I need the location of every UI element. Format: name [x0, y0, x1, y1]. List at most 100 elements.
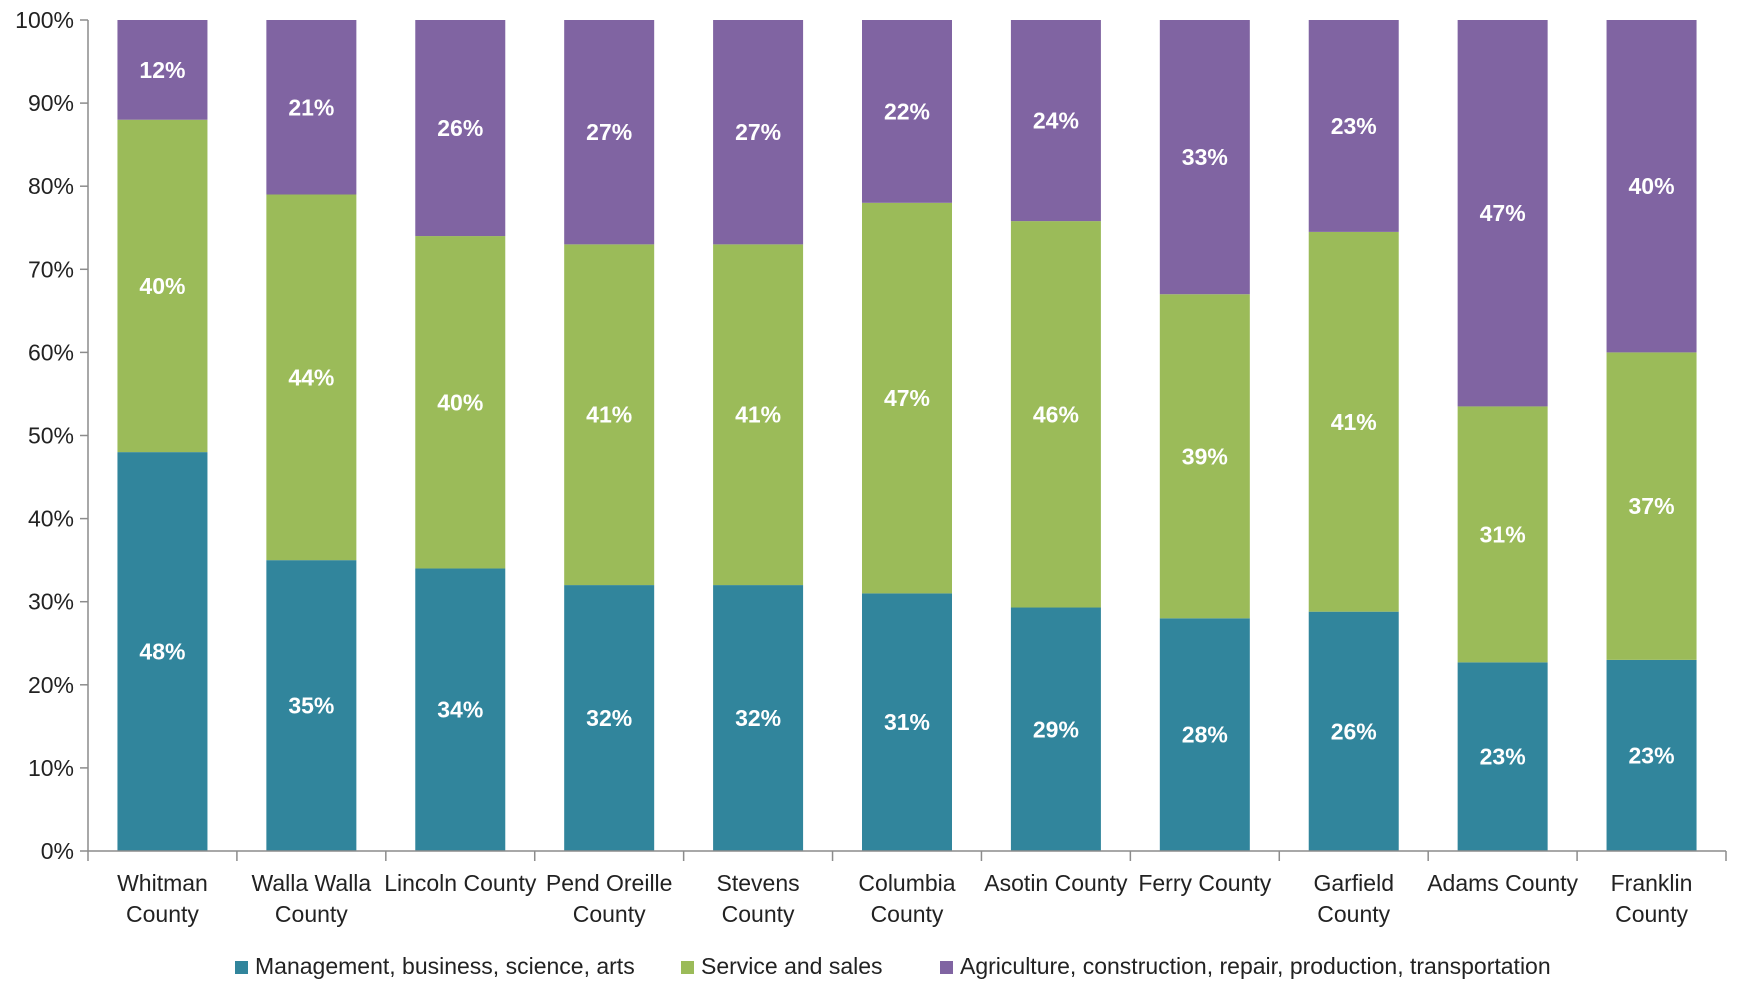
bar-segment [862, 202, 952, 594]
data-label: 31% [1480, 521, 1526, 547]
bar-segment [862, 593, 952, 851]
bar-segment [266, 194, 357, 561]
data-label: 37% [1629, 493, 1675, 519]
y-tick-label: 100% [15, 7, 74, 33]
data-label: 26% [1331, 718, 1377, 744]
bar-segment [564, 244, 655, 586]
y-tick-label: 40% [28, 506, 74, 532]
y-tick-label: 60% [28, 339, 74, 365]
legend-item: Management, business, science, arts [235, 953, 635, 979]
x-category-label: Whitman County [117, 870, 208, 927]
data-label: 23% [1480, 744, 1526, 770]
x-category-label: Pend Oreille County [546, 870, 673, 927]
data-label: 41% [735, 402, 781, 428]
bar-segment [1457, 20, 1548, 407]
bar-segment [1010, 20, 1101, 222]
data-label: 21% [288, 94, 334, 120]
y-tick-label: 90% [28, 90, 74, 116]
bar-segment [564, 20, 655, 245]
data-label: 41% [1331, 409, 1377, 435]
data-label: 40% [139, 273, 185, 299]
y-tick-label: 80% [28, 173, 74, 199]
bar-segment [1308, 231, 1399, 612]
bar-segment [1010, 221, 1101, 608]
y-tick-label: 0% [41, 838, 74, 864]
x-axis: Whitman County Walla Walla County Lincoln Co… [87, 850, 1727, 927]
data-label: 34% [437, 697, 483, 723]
bar-segment [415, 236, 506, 569]
data-label: 27% [735, 119, 781, 145]
bar-segment [1457, 406, 1548, 663]
x-category-label: Asotin County [984, 870, 1128, 896]
legend-label: Agriculture, construction, repair, produ… [960, 953, 1551, 979]
data-label: 33% [1182, 144, 1228, 170]
legend-item: Agriculture, construction, repair, produ… [940, 953, 1551, 979]
x-category-label: Ferry County [1138, 870, 1271, 896]
data-label: 24% [1033, 108, 1079, 134]
bar-segment [415, 568, 506, 851]
data-label: 40% [437, 389, 483, 415]
bar-segment [713, 244, 804, 586]
data-label: 29% [1033, 716, 1079, 742]
bar-segment [1606, 20, 1697, 353]
data-label: 39% [1182, 443, 1228, 469]
data-label: 31% [884, 709, 930, 735]
legend: Management, business, science, arts Servi… [235, 953, 1551, 979]
legend-swatch [681, 961, 694, 974]
y-tick-label: 30% [28, 589, 74, 615]
y-tick-label: 20% [28, 672, 74, 698]
x-category-label: Garfield County [1313, 870, 1394, 927]
bar-segment [713, 585, 804, 851]
y-tick-label: 10% [28, 755, 74, 781]
bar-segment [1308, 20, 1399, 232]
legend-item: Service and sales [681, 953, 883, 979]
bar-segment [1159, 294, 1250, 619]
data-label: 46% [1033, 401, 1079, 427]
bar-segment [1457, 662, 1548, 851]
data-label: 32% [735, 705, 781, 731]
x-category-label: Walla Walla County [252, 870, 372, 927]
y-tick-label: 50% [28, 423, 74, 449]
x-category-label: Stevens County [717, 870, 800, 927]
data-label: 23% [1629, 742, 1675, 768]
data-label: 12% [139, 57, 185, 83]
bar-segment [117, 452, 208, 851]
bar-segment [266, 20, 357, 195]
x-category-label: Franklin County [1611, 870, 1693, 927]
x-category-label: Columbia County [858, 870, 955, 927]
bar-segment [1606, 659, 1697, 851]
bar-segment [1159, 20, 1250, 295]
data-label: 26% [437, 115, 483, 141]
data-label: 32% [586, 705, 632, 731]
bar-segment [266, 560, 357, 851]
legend-swatch [235, 961, 248, 974]
data-label: 27% [586, 119, 632, 145]
bar-segment [117, 119, 208, 453]
data-label: 35% [288, 693, 334, 719]
data-label: 47% [884, 385, 930, 411]
bar-segment [862, 20, 952, 203]
legend-label: Management, business, science, arts [255, 953, 635, 979]
data-label: 44% [288, 364, 334, 390]
bar-segment [1606, 352, 1697, 660]
bar-segment [713, 20, 804, 245]
bar-segment [1010, 607, 1101, 851]
legend-swatch [940, 961, 953, 974]
data-label: 40% [1629, 173, 1675, 199]
legend-label: Service and sales [701, 953, 883, 979]
x-category-label: Adams County [1427, 870, 1578, 896]
bar-segment [117, 20, 208, 120]
bar-segment [564, 585, 655, 851]
data-label: 47% [1480, 200, 1526, 226]
bar-segment [1159, 618, 1250, 851]
data-label: 28% [1182, 722, 1228, 748]
data-label: 41% [586, 402, 632, 428]
bar-segment [1308, 611, 1399, 851]
data-label: 23% [1331, 113, 1377, 139]
y-tick-label: 70% [28, 256, 74, 282]
x-category-label: Lincoln County [384, 870, 537, 896]
data-label: 48% [139, 639, 185, 665]
bar-segment [415, 20, 506, 237]
bars: 48% 40% 12% 35% 44% 21% 34% 40% 26% 32% 41% 27% 32% 4… [117, 20, 1697, 851]
